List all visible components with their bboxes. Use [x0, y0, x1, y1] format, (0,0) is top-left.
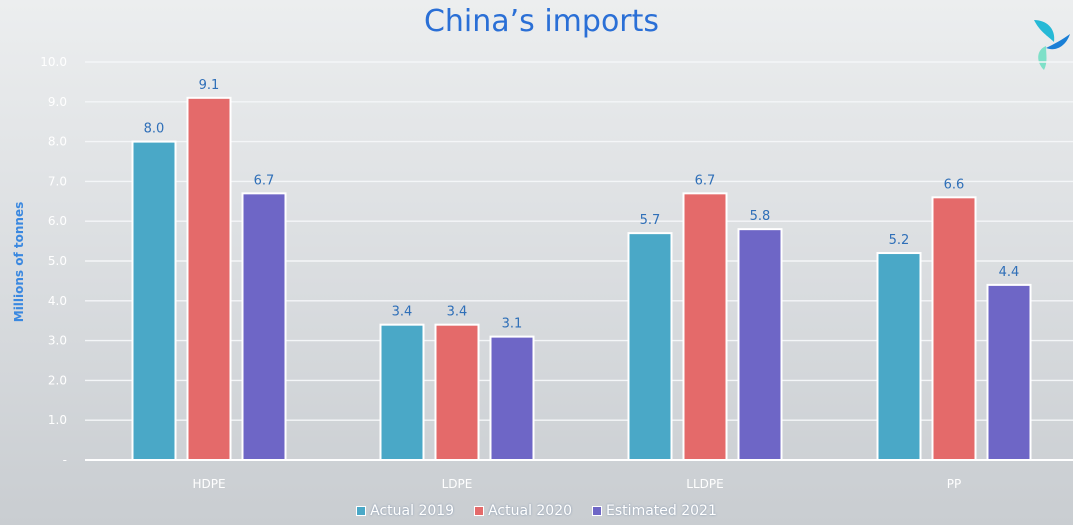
data-label: 5.7 [640, 213, 661, 228]
x-tick-label: PP [947, 477, 961, 491]
y-tick-label: 2.0 [48, 373, 67, 387]
bar-lldpe-1 [682, 192, 728, 461]
bar-lldpe-2 [737, 228, 783, 461]
logo-icon [1034, 20, 1070, 70]
y-tick-label: 6.0 [48, 214, 67, 228]
y-axis-ticks: - 1.0 2.0 3.0 4.0 5.0 6.0 7.0 8.0 9.0 10.0 [40, 55, 67, 467]
y-tick-label: 8.0 [48, 135, 67, 149]
bar-pp-1 [931, 196, 977, 461]
data-label: 6.6 [944, 177, 965, 192]
data-label: 4.4 [999, 265, 1020, 280]
bars [131, 96, 1032, 461]
legend-item: Actual 2020 [474, 503, 572, 519]
data-label: 6.7 [254, 173, 275, 188]
y-tick-label: 9.0 [48, 95, 67, 109]
legend-swatch [592, 506, 603, 516]
legend-swatch [356, 506, 367, 516]
y-axis-label: Millions of tonnes [12, 202, 26, 323]
x-tick-label: LLDPE [686, 477, 723, 491]
data-label: 6.7 [695, 173, 716, 188]
legend-label: Estimated 2021 [606, 503, 717, 519]
data-label: 3.4 [392, 305, 413, 320]
legend-label: Actual 2020 [488, 503, 573, 519]
y-tick-label: 7.0 [48, 174, 67, 188]
data-label: 3.4 [447, 305, 468, 320]
y-tick-label: 3.0 [48, 334, 67, 348]
y-tick-label: 10.0 [40, 55, 67, 69]
chart-plot: - 1.0 2.0 3.0 4.0 5.0 6.0 7.0 8.0 9.0 10.0 Million… [12, 55, 1073, 491]
data-label: 3.1 [502, 317, 523, 332]
bar-lldpe-0 [627, 232, 673, 461]
bar-pp-0 [876, 252, 922, 461]
bar-ldpe-0 [379, 323, 425, 461]
y-tick-label: 5.0 [48, 254, 67, 268]
legend-swatch [474, 506, 485, 516]
legend-label: Actual 2019 [370, 503, 455, 519]
bar-hdpe-1 [186, 96, 232, 461]
gridlines [85, 61, 1073, 461]
chart-title: China’s imports [423, 4, 660, 39]
legend: Actual 2019 Actual 2020 Estimated 2021 [0, 503, 1073, 519]
y-tick-label: 1.0 [48, 413, 67, 427]
x-tick-label: LDPE [442, 477, 473, 491]
data-label: 5.2 [889, 233, 910, 248]
bar-hdpe-0 [131, 140, 177, 461]
x-tick-label: HDPE [192, 477, 225, 491]
bar-pp-2 [986, 283, 1032, 461]
bar-ldpe-1 [434, 323, 480, 461]
y-tick-label: - [63, 453, 67, 467]
bar-ldpe-2 [489, 335, 535, 461]
data-label: 8.0 [144, 122, 165, 137]
legend-item: Actual 2019 [356, 503, 454, 519]
data-labels: 8.0 9.1 6.7 3.4 3.4 3.1 5.7 6.7 5.8 5.2 6.6 4.4 [144, 78, 1020, 332]
data-label: 9.1 [199, 78, 220, 93]
x-axis-ticks: HDPE LDPE LLDPE PP [192, 477, 961, 491]
data-label: 5.8 [750, 209, 771, 224]
y-tick-label: 4.0 [48, 294, 67, 308]
bar-hdpe-2 [241, 192, 287, 461]
legend-item: Estimated 2021 [592, 503, 717, 519]
